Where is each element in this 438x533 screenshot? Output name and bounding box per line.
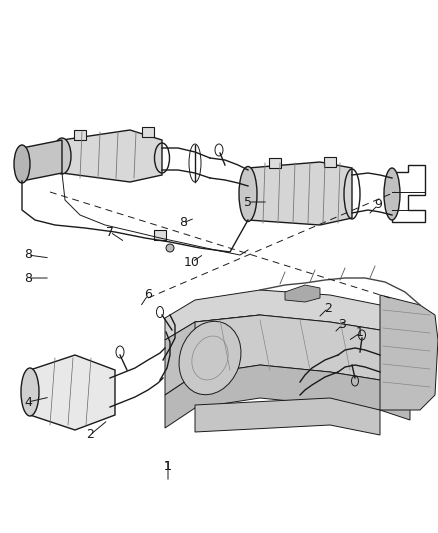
Polygon shape [62,130,162,182]
Polygon shape [165,315,260,395]
Text: 8: 8 [24,271,32,285]
Ellipse shape [53,138,71,174]
Text: 2: 2 [324,302,332,314]
Ellipse shape [384,168,400,220]
Polygon shape [30,355,115,430]
Text: 8: 8 [179,216,187,230]
Bar [324,157,336,167]
Text: 4: 4 [24,395,32,408]
Text: 2: 2 [86,429,94,441]
Polygon shape [380,295,438,410]
Bar [142,127,154,137]
Text: 5: 5 [244,196,252,208]
Polygon shape [165,290,415,340]
Ellipse shape [21,368,39,416]
Text: 1: 1 [356,327,364,340]
Text: 7: 7 [106,225,114,238]
Polygon shape [195,315,410,390]
Polygon shape [195,398,380,435]
Polygon shape [22,140,62,181]
Bar [269,158,281,168]
Text: 1: 1 [164,461,172,473]
Polygon shape [248,162,352,225]
Polygon shape [285,285,320,302]
Text: 8: 8 [24,248,32,262]
Text: 6: 6 [144,288,152,302]
Text: 9: 9 [374,198,382,212]
Text: 3: 3 [338,319,346,332]
Ellipse shape [179,321,241,395]
Ellipse shape [166,244,174,252]
Bar [154,230,166,240]
Bar [74,130,86,140]
Ellipse shape [14,145,30,183]
Polygon shape [165,365,410,428]
Text: 1: 1 [164,461,172,473]
Text: 10: 10 [184,255,200,269]
Ellipse shape [239,166,257,222]
